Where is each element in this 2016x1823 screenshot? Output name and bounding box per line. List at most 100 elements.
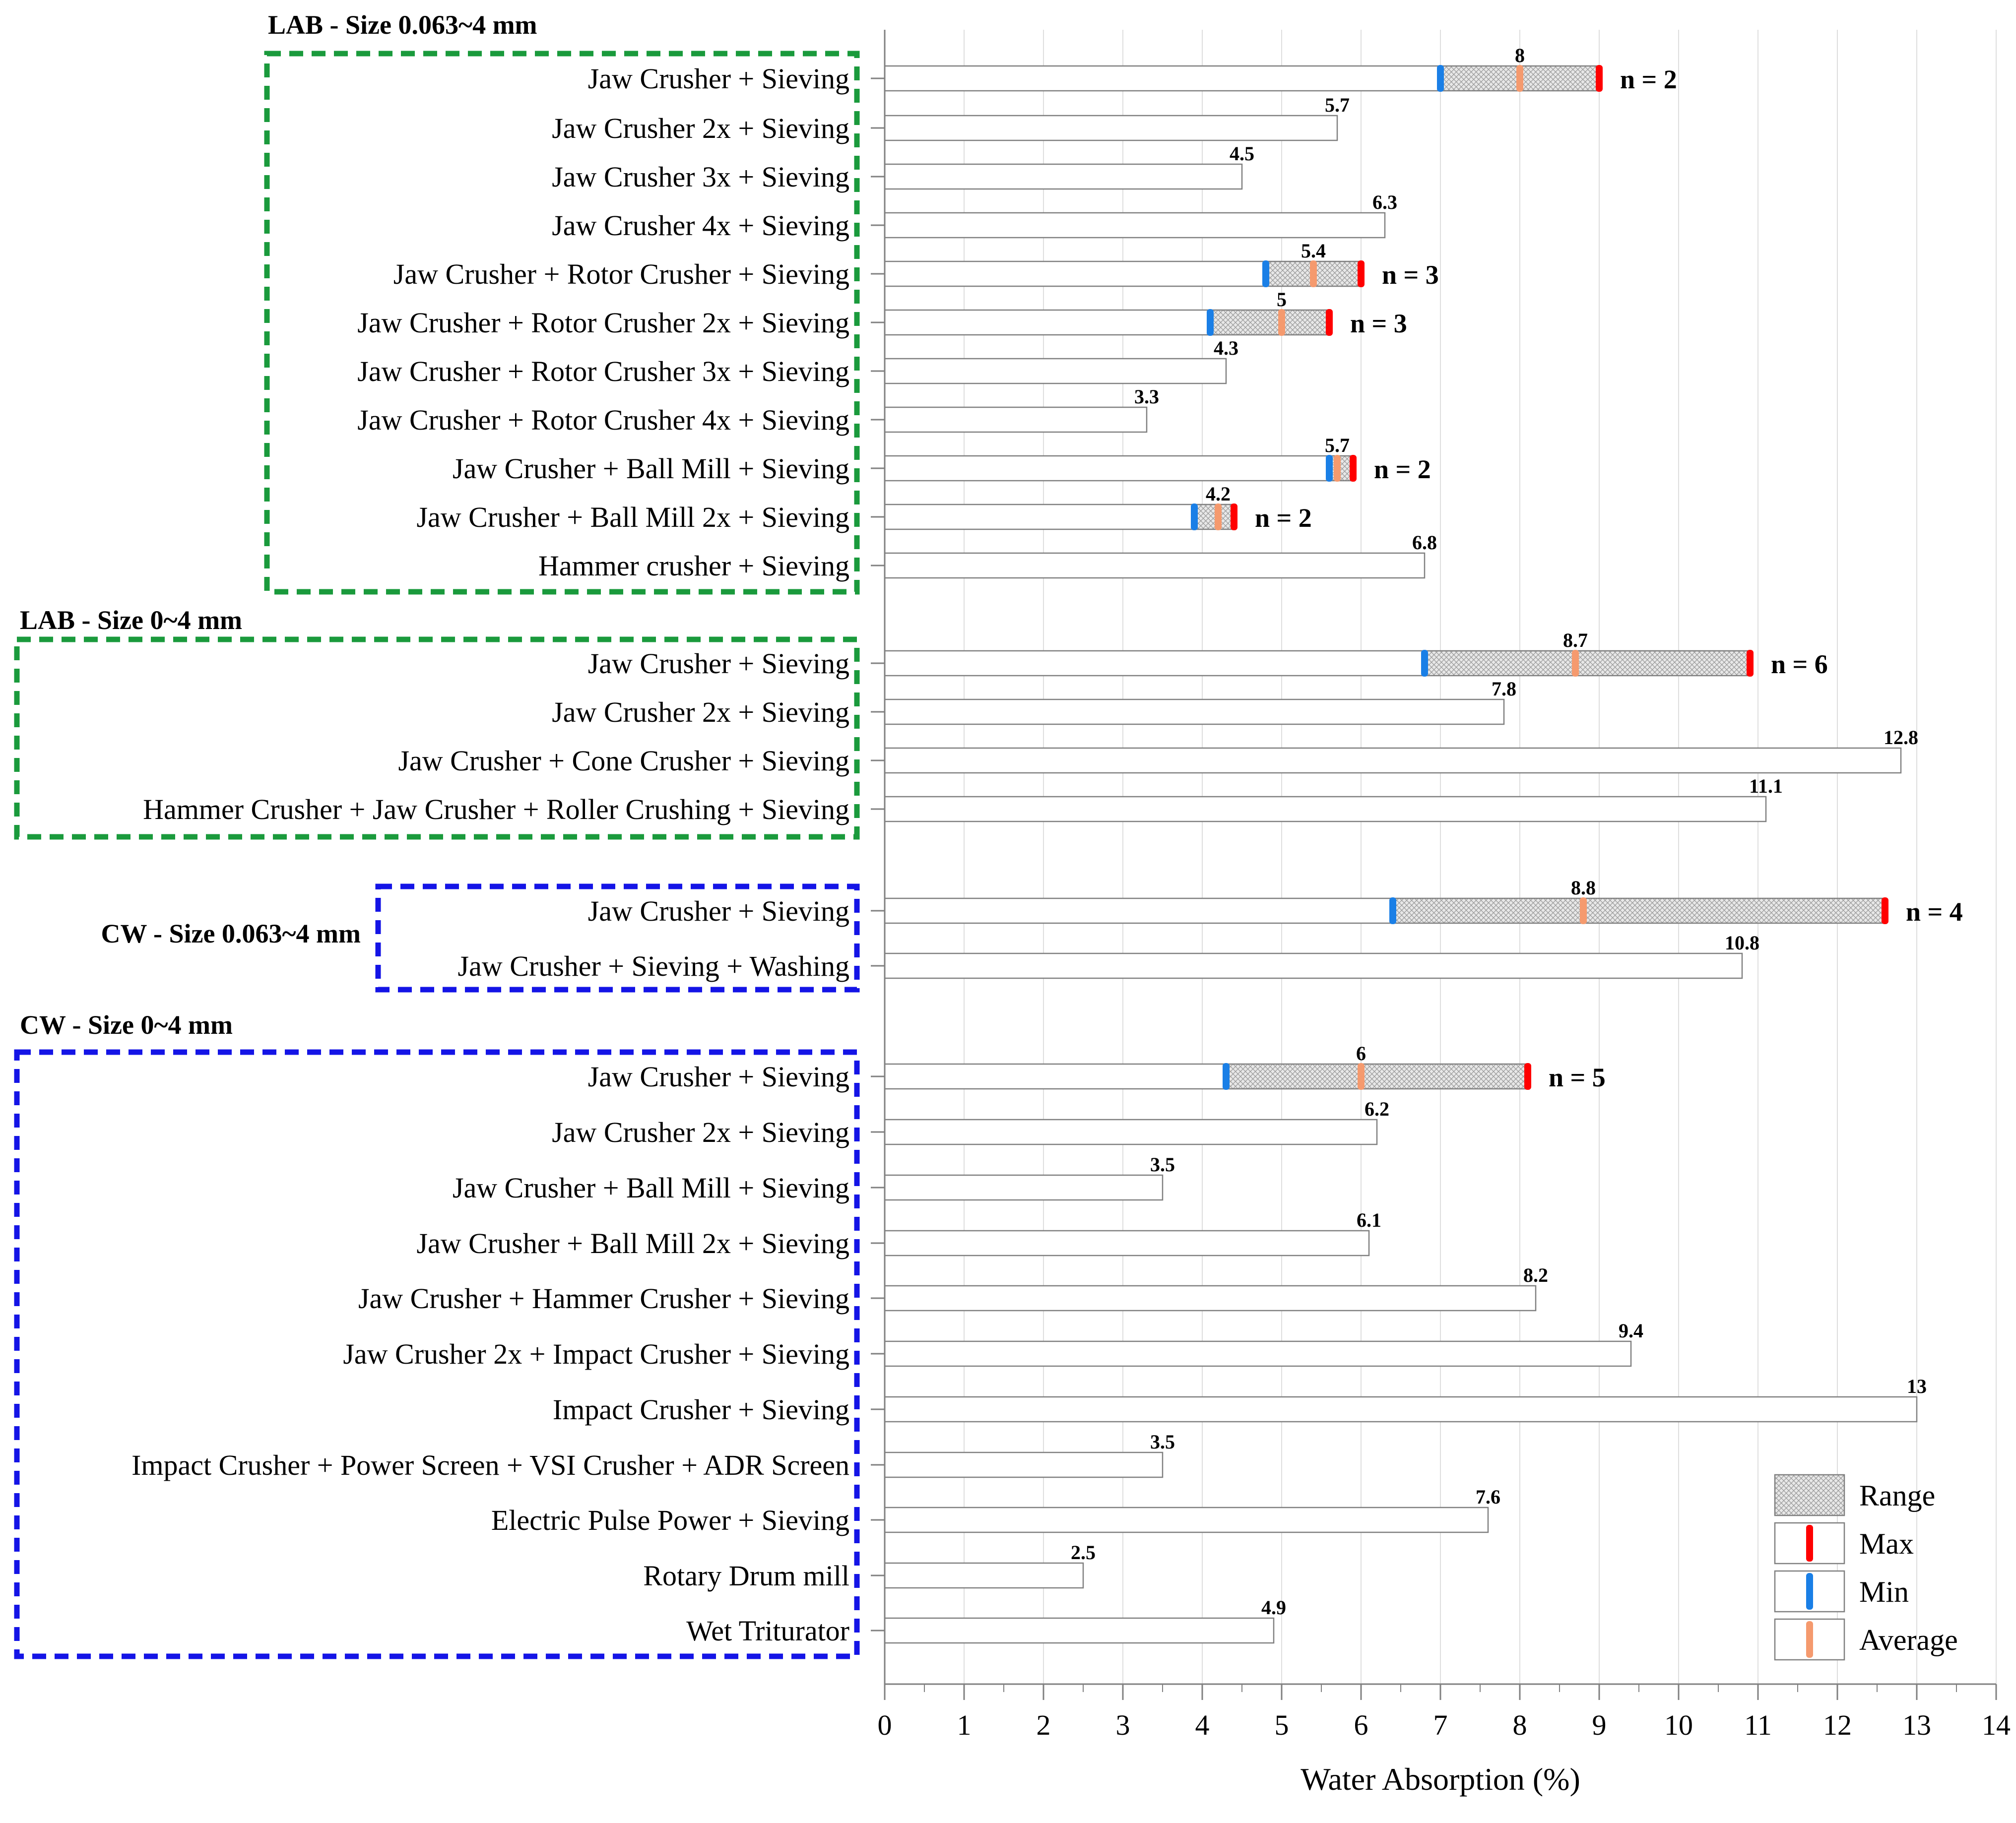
group-3-row-8-label: Electric Pulse Power + Sieving xyxy=(491,1504,849,1536)
group-2-row-0-range xyxy=(1392,897,1886,924)
group-3-row-4-bar xyxy=(884,1285,1537,1312)
group-3-row-9-label: Rotary Drum mill xyxy=(643,1560,849,1592)
group-2-row-0-min-marker xyxy=(1389,897,1396,924)
category-labels: LAB - Size 0.063~4 mm Jaw Crusher + Sievi… xyxy=(14,10,860,1659)
group-0-row-9-n-label: n = 2 xyxy=(1255,503,1312,533)
group-3-row-4-label: Jaw Crusher + Hammer Crusher + Sieving xyxy=(358,1282,849,1315)
group-1-row-3-value-label: 11.1 xyxy=(1749,775,1783,797)
group-0-row-6-label: Jaw Crusher + Rotor Crusher 3x + Sieving xyxy=(357,355,849,387)
group-0-row-2-value-label: 4.5 xyxy=(1230,142,1254,165)
group-0-row-9-max-marker xyxy=(1231,503,1237,530)
group-2-title: CW - Size 0.063~4 mm xyxy=(101,919,361,948)
group-3-dashed-box xyxy=(14,1049,860,1659)
group-0-row-7-value-label: 3.3 xyxy=(1134,385,1159,408)
group-0-row-2-bar xyxy=(884,163,1243,190)
group-3-row-6-value-label: 13 xyxy=(1907,1375,1927,1397)
group-0-row-9-min-marker xyxy=(1191,503,1198,530)
group-0-row-5-max-marker xyxy=(1326,309,1333,336)
group-3-row-9-value-label: 2.5 xyxy=(1071,1541,1096,1564)
group-2-row-0-bar xyxy=(884,897,1394,924)
group-1-row-3-bar xyxy=(884,796,1767,822)
group-3-row-0-value-label: 6 xyxy=(1356,1042,1366,1065)
group-3-row-2-label: Jaw Crusher + Ball Mill + Sieving xyxy=(453,1172,849,1204)
group-0-row-2-label: Jaw Crusher 3x + Sieving xyxy=(552,161,849,193)
group-0-row-3-bar xyxy=(884,212,1386,239)
group-0-row-8-min-marker xyxy=(1326,455,1333,482)
group-0-row-5-bar xyxy=(884,309,1211,336)
group-1-row-1-value-label: 7.8 xyxy=(1492,678,1516,700)
legend-min-label: Min xyxy=(1859,1575,1909,1608)
x-tick-label-14: 14 xyxy=(1982,1709,2011,1741)
group-0-row-3-label: Jaw Crusher 4x + Sieving xyxy=(552,209,849,242)
group-0-row-5-avg-marker xyxy=(1278,309,1285,336)
legend-max-label: Max xyxy=(1859,1527,1914,1560)
x-tick-label-0: 0 xyxy=(878,1709,892,1741)
group-0-row-8-max-marker xyxy=(1350,455,1357,482)
group-3-row-1-label: Jaw Crusher 2x + Sieving xyxy=(552,1116,849,1148)
group-0-row-1-value-label: 5.7 xyxy=(1325,94,1350,116)
group-0-row-4-value-label: 5.4 xyxy=(1301,240,1326,262)
group-1-row-0-min-marker xyxy=(1421,650,1428,677)
x-tick-label-3: 3 xyxy=(1116,1709,1130,1741)
group-3-row-3-label: Jaw Crusher + Ball Mill 2x + Sieving xyxy=(416,1227,849,1259)
group-0-row-8-range xyxy=(1328,455,1354,482)
group-3-row-1-value-label: 6.2 xyxy=(1365,1098,1389,1120)
group-3-row-8-value-label: 7.6 xyxy=(1476,1486,1500,1508)
group-0-dashed-box xyxy=(264,51,860,595)
group-1-row-0-max-marker xyxy=(1747,650,1754,677)
legend-min-marker xyxy=(1806,1573,1813,1610)
x-tick-label-10: 10 xyxy=(1664,1709,1693,1741)
group-0-row-6-value-label: 4.3 xyxy=(1214,337,1238,359)
x-tick-label-2: 2 xyxy=(1037,1709,1051,1741)
group-0-row-1-label: Jaw Crusher 2x + Sieving xyxy=(552,112,849,144)
group-3-row-5-bar xyxy=(884,1340,1632,1367)
group-1-title: LAB - Size 0~4 mm xyxy=(20,605,242,635)
group-0-row-8-value-label: 5.7 xyxy=(1325,434,1350,456)
group-0-row-9-value-label: 4.2 xyxy=(1206,483,1231,505)
x-axis-title: Water Absorption (%) xyxy=(1301,1761,1580,1797)
group-1-row-0-range xyxy=(1424,650,1751,677)
group-0-row-8-bar xyxy=(884,455,1330,482)
legend-range-swatch xyxy=(1774,1474,1845,1516)
group-3-row-3-bar xyxy=(884,1230,1370,1257)
group-1-row-0-n-label: n = 6 xyxy=(1771,649,1828,679)
x-tick-label-11: 11 xyxy=(1744,1709,1772,1741)
x-tick-label-12: 12 xyxy=(1823,1709,1852,1741)
group-3-row-10-value-label: 4.9 xyxy=(1261,1596,1286,1619)
group-2-row-0-avg-marker xyxy=(1580,897,1587,924)
x-tick-label-1: 1 xyxy=(957,1709,972,1741)
legend-range-label: Range xyxy=(1859,1479,1935,1512)
group-2-row-0-label: Jaw Crusher + Sieving xyxy=(588,895,849,927)
group-1-row-1-label: Jaw Crusher 2x + Sieving xyxy=(552,696,849,728)
x-tick-label-13: 13 xyxy=(1902,1709,1931,1741)
group-1-row-0-label: Jaw Crusher + Sieving xyxy=(588,647,849,680)
group-1-row-0-bar xyxy=(884,650,1426,677)
group-3-row-4-value-label: 8.2 xyxy=(1523,1264,1548,1286)
group-1-row-3-label: Hammer Crusher + Jaw Crusher + Roller Cr… xyxy=(143,793,849,825)
group-0-row-3-value-label: 6.3 xyxy=(1372,191,1397,213)
group-1-row-2-label: Jaw Crusher + Cone Crusher + Sieving xyxy=(398,745,849,777)
x-tick-label-7: 7 xyxy=(1433,1709,1448,1741)
group-1-dashed-box xyxy=(14,636,860,840)
group-3-row-5-label: Jaw Crusher 2x + Impact Crusher + Sievin… xyxy=(343,1338,849,1370)
legend-avg-marker xyxy=(1806,1621,1813,1658)
group-2-row-1-label: Jaw Crusher + Sieving + Washing xyxy=(458,950,849,982)
group-3-row-5-value-label: 9.4 xyxy=(1619,1320,1643,1342)
group-3-row-0-bar xyxy=(884,1063,1227,1090)
x-tick-label-6: 6 xyxy=(1354,1709,1368,1741)
group-0-row-5-min-marker xyxy=(1207,309,1214,336)
group-0-row-4-max-marker xyxy=(1358,260,1365,287)
group-0-row-6-bar xyxy=(884,358,1227,384)
bars: n = 2 8 5.7 4.5 6.3 n = 3 5.4 n = 3 5 4.3 3.3 n = 2… xyxy=(884,44,1963,1644)
group-0-row-5-n-label: n = 3 xyxy=(1350,309,1407,338)
group-3-row-7-value-label: 3.5 xyxy=(1150,1431,1175,1453)
group-3-row-0-max-marker xyxy=(1524,1063,1531,1090)
group-1-row-0-avg-marker xyxy=(1572,650,1579,677)
group-3-row-0-range xyxy=(1225,1063,1529,1090)
legend: Range Max Min Average xyxy=(1774,1474,1958,1661)
group-3-row-0-n-label: n = 5 xyxy=(1549,1063,1606,1092)
group-2-row-0-max-marker xyxy=(1882,897,1888,924)
group-3-row-0-min-marker xyxy=(1223,1063,1230,1090)
group-0-row-5-range xyxy=(1209,309,1330,336)
